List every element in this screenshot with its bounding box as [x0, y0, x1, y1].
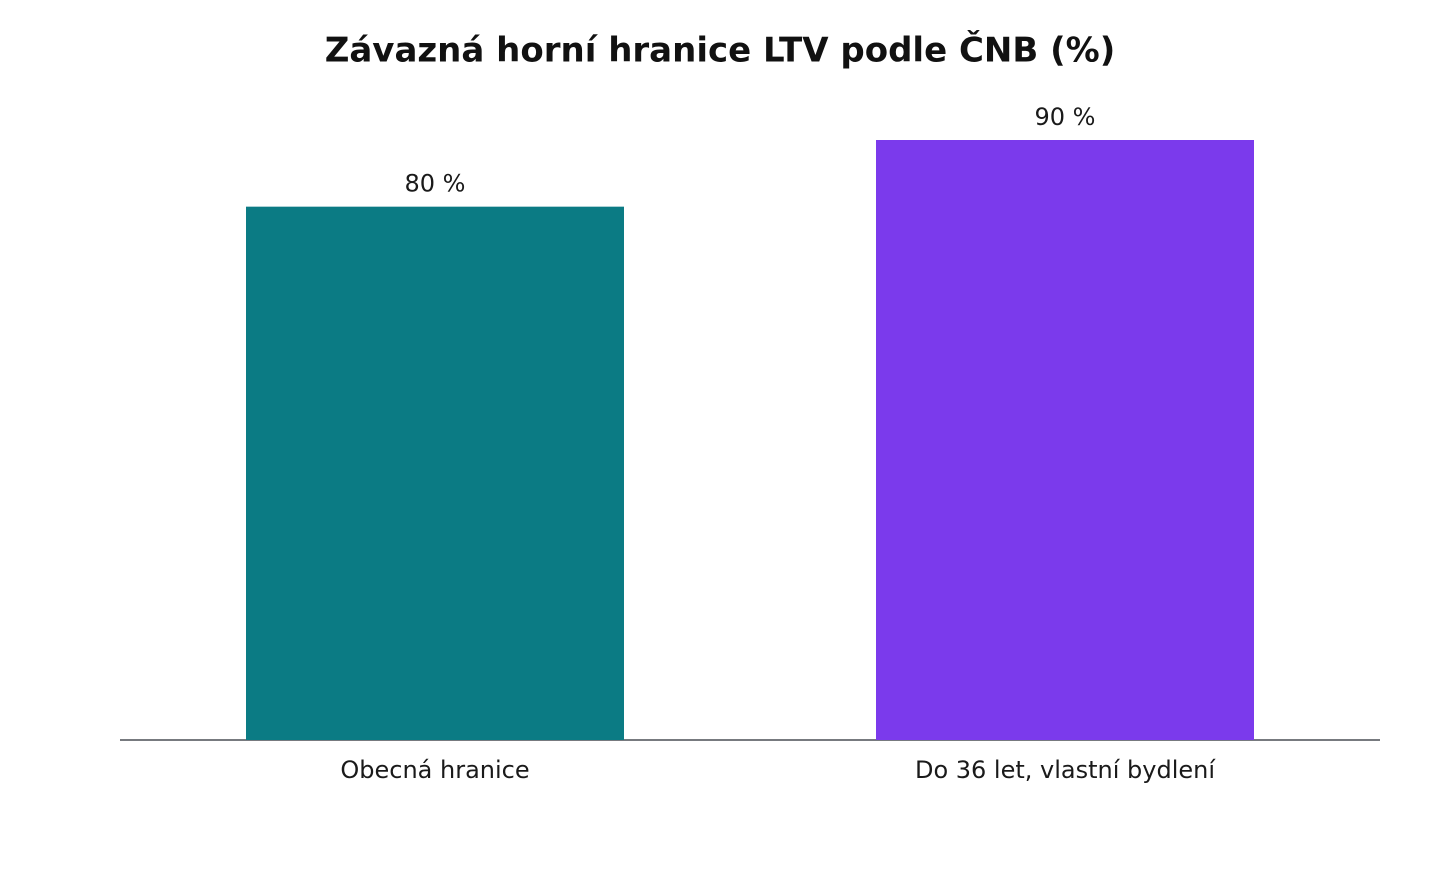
x-tick-label: Do 36 let, vlastní bydlení [915, 756, 1216, 784]
chart-title: Závazná horní hranice LTV podle ČNB (%) [325, 30, 1116, 71]
bar [876, 140, 1254, 740]
x-tick-label: Obecná hranice [340, 756, 529, 784]
value-label: 80 % [405, 170, 466, 198]
value-label: 90 % [1035, 103, 1096, 131]
bar [246, 206, 624, 740]
